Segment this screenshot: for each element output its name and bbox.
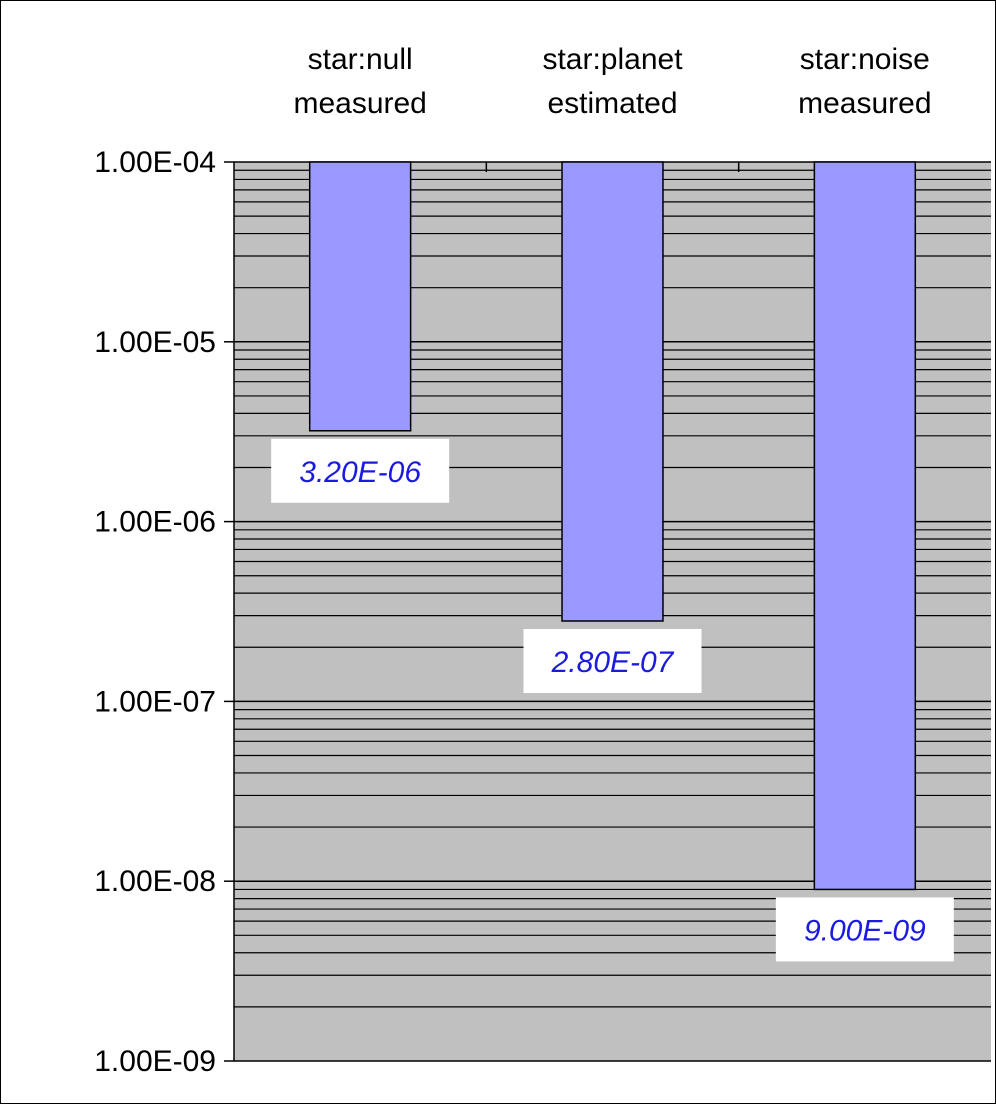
- data-label: 2.80E-07: [551, 646, 675, 679]
- y-tick-label: 1.00E-09: [94, 1045, 216, 1078]
- y-tick-label: 1.00E-08: [94, 865, 216, 898]
- data-label-box: [775, 897, 954, 962]
- category-label: measured: [798, 87, 931, 120]
- data-label-box: [523, 629, 702, 694]
- y-tick-label: 1.00E-07: [94, 685, 216, 718]
- category-label: measured: [293, 87, 426, 120]
- y-tick-label: 1.00E-04: [94, 146, 216, 179]
- category-label: star:null: [308, 43, 413, 76]
- category-labels: star:null measured star:planet estimated sta…: [293, 43, 931, 120]
- category-label: star:planet: [542, 43, 683, 76]
- bar: [561, 161, 664, 622]
- category-label: star:noise: [800, 43, 930, 76]
- y-tick-label: 1.00E-06: [94, 506, 216, 539]
- data-label: 3.20E-06: [299, 456, 421, 489]
- y-tick-label: 1.00E-05: [94, 326, 216, 359]
- y-tick-labels: 1.00E-04 1.00E-05 1.00E-06 1.00E-07 1.00E-08…: [94, 146, 216, 1078]
- data-labels: 3.20E-06 2.80E-07 9.00E-09: [271, 438, 954, 962]
- category-label: estimated: [547, 87, 677, 120]
- bar: [308, 161, 412, 432]
- bars: [308, 161, 917, 891]
- data-label: 9.00E-09: [804, 914, 926, 947]
- data-label-box: [271, 438, 450, 503]
- bar: [813, 161, 917, 891]
